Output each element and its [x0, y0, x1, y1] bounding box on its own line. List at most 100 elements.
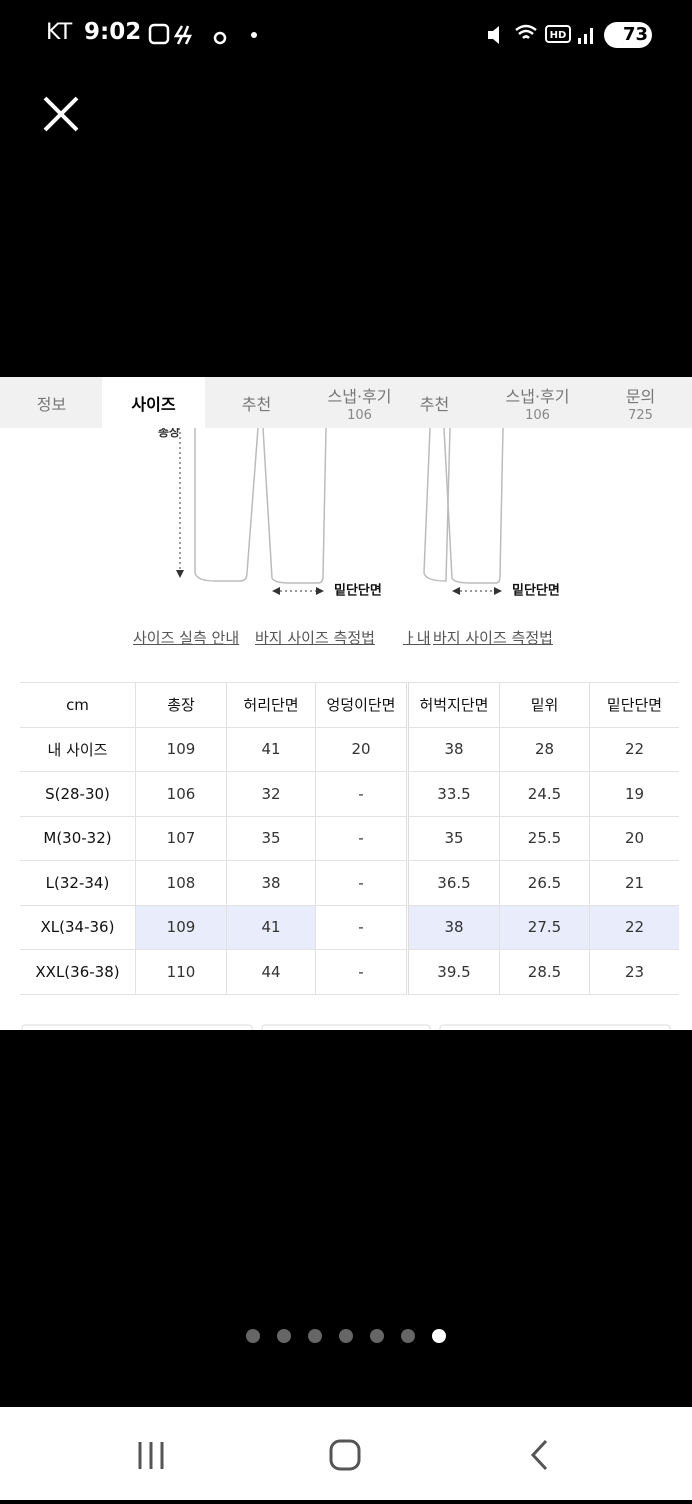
header-cell: 총장 [135, 682, 227, 728]
table-cell: 26.5 [499, 860, 590, 906]
table-cell: 108 [135, 860, 227, 906]
table-cell: 20 [589, 816, 679, 861]
link[interactable]: 바지 사이즈 측정법 [255, 629, 375, 647]
table-cell: - [315, 816, 408, 861]
tab-label: 스냅·후기 [327, 387, 392, 406]
tab[interactable]: 사이즈 [102, 377, 205, 428]
table-cell: 109 [135, 905, 227, 950]
table-cell: 106 [135, 771, 227, 817]
carrier: KT [46, 20, 73, 45]
table-cell: 44 [226, 949, 316, 995]
table-row: 내 사이즈 109 41 20 38 28 22 [20, 727, 679, 772]
table-cell: 33.5 [406, 771, 500, 817]
hem-label: 밑단단면 [334, 583, 382, 599]
status-bar: KT 9:02 HD 73 [0, 0, 692, 70]
table-cell: 107 [135, 816, 227, 861]
header-row: cm 총장 허리단면 엉덩이단면 허벅지단면 밑위 밑단단면 [20, 682, 679, 728]
tab-label: 추천 [419, 395, 450, 414]
page-dot [277, 1329, 291, 1343]
tab-count: 725 [628, 408, 653, 423]
page-dot [370, 1329, 384, 1343]
page-dot [432, 1329, 446, 1343]
tab-label: 문의 [625, 387, 656, 406]
header-cell: 밑단단면 [589, 682, 679, 728]
page-dot [401, 1329, 415, 1343]
table-cell: L(32-34) [20, 860, 136, 906]
table-cell: M(30-32) [20, 816, 136, 861]
table-cell: 38 [406, 905, 500, 950]
table-cell: 25.5 [499, 816, 590, 861]
table-cell: 41 [226, 905, 316, 950]
table-cell: 109 [135, 727, 227, 772]
tab[interactable]: 추천 [383, 377, 486, 428]
next-boxes [21, 1024, 671, 1030]
table-cell: 23 [589, 949, 679, 995]
header-cell: 엉덩이단면 [315, 682, 408, 728]
table-cell: 39.5 [406, 949, 500, 995]
table-row: XL(34-36) 109 41-38 27.5 22 [20, 905, 679, 950]
header-cell: 허벅지단면 [406, 682, 500, 728]
tab[interactable]: 정보 [0, 377, 103, 428]
size-table: cm 총장 허리단면 엉덩이단면 허벅지단면 밑위 밑단단면 내 사이즈 109 41 20 38 28… [20, 682, 679, 995]
tab-count: 106 [525, 408, 550, 423]
table-cell: 24.5 [499, 771, 590, 817]
battery: 73 [604, 22, 652, 48]
header-cell: cm [20, 682, 136, 728]
table-cell: 38 [226, 860, 316, 906]
table-cell: 38 [406, 727, 500, 772]
table-cell: - [315, 771, 408, 817]
tab[interactable]: 스냅·후기 106 [486, 377, 589, 428]
recents-button[interactable] [138, 1442, 164, 1469]
tab-label: 사이즈 [131, 395, 176, 414]
clock: 9:02 [84, 19, 142, 45]
page-dot [308, 1329, 322, 1343]
system-icons: HD [488, 24, 593, 44]
table-cell: S(28-30) [20, 771, 136, 817]
table-cell: 20 [315, 727, 408, 772]
page-dot [246, 1329, 260, 1343]
table-row: L(32-34) 108 38-36.5 26.5 21 [20, 860, 679, 906]
header-cell: 허리단면 [226, 682, 316, 728]
link[interactable]: 사이즈 실측 안내 [133, 629, 240, 647]
tab[interactable]: 스냅·후기 106 [308, 377, 411, 428]
page-dot [339, 1329, 353, 1343]
table-cell: XL(34-36) [20, 905, 136, 950]
svg-text:HD: HD [550, 30, 567, 41]
table-cell: 35 [226, 816, 316, 861]
table-cell: - [315, 860, 408, 906]
tab-label: 스냅·후기 [505, 387, 570, 406]
link[interactable]: 바지 사이즈 측정법 [433, 629, 553, 647]
table-cell: 32 [226, 771, 316, 817]
table-row: M(30-32) 107 35-35 25.5 20 [20, 816, 679, 861]
home-button[interactable] [329, 1439, 361, 1471]
tab-bar: 정보 사이즈 추천 스냅·후기 106 추천 스냅·후기 106 문의 725 [0, 377, 692, 428]
table-cell: 41 [226, 727, 316, 772]
table-row: S(28-30) 106 32-33.5 24.5 19 [20, 771, 679, 817]
close-button[interactable] [42, 95, 80, 133]
table-cell: XXL(36-38) [20, 949, 136, 995]
table-cell: 22 [589, 905, 679, 950]
length-label: 총장 [158, 428, 180, 439]
table-cell: - [315, 949, 408, 995]
table-cell: 21 [589, 860, 679, 906]
table-cell: 22 [589, 727, 679, 772]
table-cell: 35 [406, 816, 500, 861]
image: 정보 사이즈 추천 스냅·후기 106 추천 스냅·후기 106 문의 725 총장 밑단단면 밑… [0, 377, 692, 1030]
table-cell: 110 [135, 949, 227, 995]
tab-label: 추천 [241, 395, 272, 414]
table-cell: 28 [499, 727, 590, 772]
table-cell: 19 [589, 771, 679, 817]
table-cell: 내 사이즈 [20, 727, 136, 772]
table-cell: 28.5 [499, 949, 590, 995]
nav-icons [138, 1439, 548, 1471]
tab[interactable]: 추천 [205, 377, 308, 428]
pants-diagram: 총장 밑단단면 밑단단면 [158, 428, 560, 599]
tab[interactable]: 문의 725 [589, 377, 692, 428]
table-cell: - [315, 905, 408, 950]
tab-label: 정보 [36, 395, 67, 414]
navigation-bar [0, 1407, 692, 1500]
back-button[interactable] [530, 1439, 548, 1471]
header-cell: 밑위 [499, 682, 590, 728]
link[interactable]: ㅏ내 [403, 629, 431, 647]
